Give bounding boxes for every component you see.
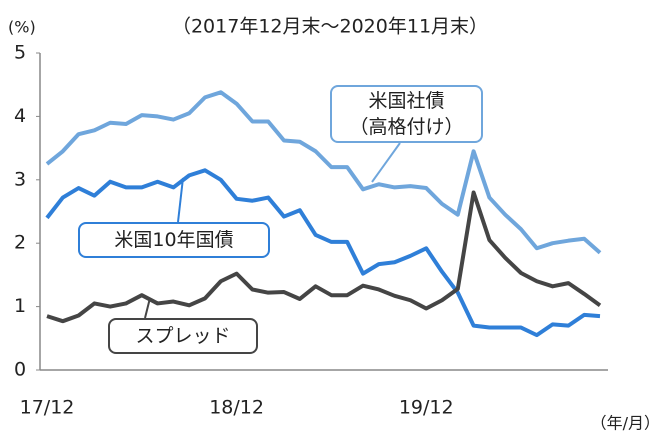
callout-leader	[144, 297, 151, 319]
series-label: スプレッド	[108, 318, 258, 354]
line-series	[45, 168, 601, 338]
x-tick-label: 18/12	[209, 397, 264, 419]
callout-leader	[371, 142, 401, 183]
series-label: 米国社債 （高格付け）	[330, 85, 483, 143]
y-tick-label: 1	[14, 295, 26, 317]
y-tick-label: 3	[14, 168, 26, 190]
y-tick-label: 2	[14, 232, 26, 254]
y-unit-label: (%)	[8, 18, 36, 37]
series-label: 米国10年国債	[78, 222, 270, 258]
x-tick-label: 17/12	[20, 397, 75, 419]
y-tick-label: 5	[14, 42, 26, 64]
x-tick-label: 19/12	[399, 397, 454, 419]
x-unit-label: （年/月）	[591, 414, 660, 433]
y-tick-label: 0	[14, 359, 26, 381]
y-tick-label: 4	[14, 105, 26, 127]
chart-title: （2017年12月末～2020年11月末）	[172, 16, 488, 38]
line-series	[45, 90, 602, 255]
line-series	[46, 190, 602, 324]
callout-leader	[177, 177, 184, 223]
